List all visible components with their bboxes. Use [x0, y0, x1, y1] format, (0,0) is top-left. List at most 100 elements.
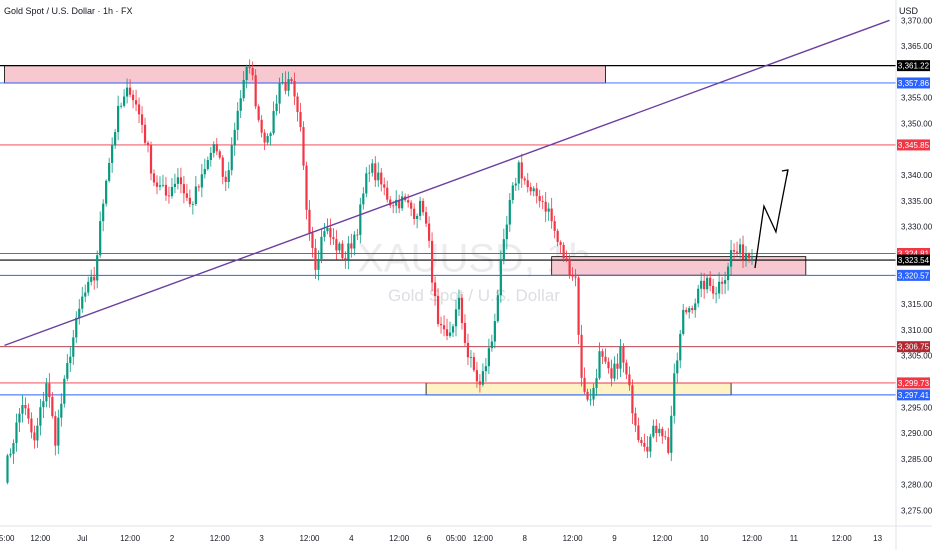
- candle-body: [170, 186, 174, 197]
- candle-body: [625, 362, 628, 375]
- candle: [108, 157, 111, 183]
- x-tick-label: 12:00: [210, 534, 231, 543]
- y-tick-label: 3,340.00: [901, 171, 932, 180]
- candle: [179, 167, 183, 194]
- candle: [661, 426, 664, 444]
- candle: [266, 133, 269, 145]
- price-tag: 3,299.73: [897, 377, 930, 389]
- candle-body: [24, 404, 27, 409]
- candle-body: [188, 197, 191, 205]
- candle: [735, 241, 739, 257]
- candle-body: [18, 413, 21, 423]
- candle: [203, 158, 206, 179]
- candle: [706, 274, 709, 294]
- candle: [329, 218, 332, 245]
- candle: [457, 289, 461, 317]
- candle-body: [284, 81, 287, 91]
- candle: [445, 318, 449, 341]
- candle-body: [735, 251, 739, 253]
- candle: [353, 231, 356, 256]
- candle-body: [655, 425, 658, 434]
- candle: [682, 304, 685, 336]
- x-tick-label: 12:00: [473, 534, 494, 543]
- candle-body: [137, 104, 141, 115]
- candle: [726, 262, 730, 291]
- candle: [128, 79, 132, 98]
- candle: [448, 321, 452, 338]
- candle-body: [750, 257, 754, 259]
- currency-label[interactable]: USD: [898, 6, 918, 16]
- candle-body: [218, 151, 221, 158]
- price-tag-bg: [897, 269, 930, 281]
- price-tag-label: 3,324.81: [898, 250, 930, 259]
- candle: [344, 251, 347, 269]
- candle-body: [493, 321, 496, 342]
- x-tick-label: 4: [349, 534, 354, 543]
- candle: [679, 329, 682, 369]
- candle: [559, 240, 562, 255]
- candle: [389, 196, 392, 209]
- candle-body: [290, 79, 293, 82]
- candle: [57, 409, 60, 455]
- candle-body: [236, 110, 239, 130]
- candle: [224, 170, 227, 192]
- candle: [51, 392, 54, 419]
- candle: [27, 403, 30, 424]
- candle-body: [63, 378, 66, 404]
- candle: [634, 407, 637, 433]
- candle: [245, 64, 248, 89]
- candle: [12, 439, 15, 464]
- candles-layer: [6, 59, 754, 485]
- candle-body: [164, 184, 168, 196]
- candle: [314, 238, 317, 279]
- candle-body: [239, 98, 242, 111]
- candle: [694, 298, 697, 318]
- candle: [323, 222, 326, 242]
- candle-body: [224, 176, 227, 183]
- candle-body: [120, 105, 123, 107]
- candle: [105, 179, 108, 207]
- candle-body: [676, 360, 679, 374]
- candle: [673, 363, 676, 424]
- candle-body: [598, 351, 601, 379]
- candle-body: [436, 296, 440, 324]
- candle: [550, 197, 553, 229]
- candle: [36, 417, 39, 448]
- candle-body: [96, 255, 99, 281]
- candle-body: [383, 184, 386, 188]
- candle: [302, 121, 305, 170]
- candle-body: [362, 193, 365, 205]
- price-tag: 3,361.22: [897, 60, 930, 72]
- candle: [655, 419, 658, 443]
- candle: [320, 228, 323, 264]
- candle: [508, 193, 511, 232]
- candle-body: [496, 295, 499, 322]
- candle: [664, 430, 667, 440]
- candle-body: [640, 440, 643, 444]
- candle: [750, 249, 754, 265]
- candle: [544, 191, 547, 222]
- candle: [284, 71, 287, 95]
- candle: [386, 180, 389, 203]
- candle-body: [377, 172, 380, 181]
- candle-body: [248, 66, 251, 69]
- candle: [738, 238, 742, 259]
- candle: [90, 269, 93, 286]
- candle: [182, 175, 185, 204]
- candle-body: [341, 243, 344, 259]
- candle-body: [520, 162, 523, 179]
- candle: [99, 211, 102, 258]
- candle-body: [36, 425, 39, 441]
- candle: [709, 271, 712, 292]
- candle-body: [12, 443, 15, 454]
- candle-body: [622, 346, 625, 363]
- candle-body: [413, 208, 416, 219]
- candle: [433, 276, 437, 306]
- candle: [278, 77, 281, 114]
- candle: [589, 388, 592, 406]
- candle-body: [523, 178, 526, 181]
- candle-body: [48, 383, 51, 398]
- candle: [493, 313, 496, 349]
- candle: [436, 288, 440, 327]
